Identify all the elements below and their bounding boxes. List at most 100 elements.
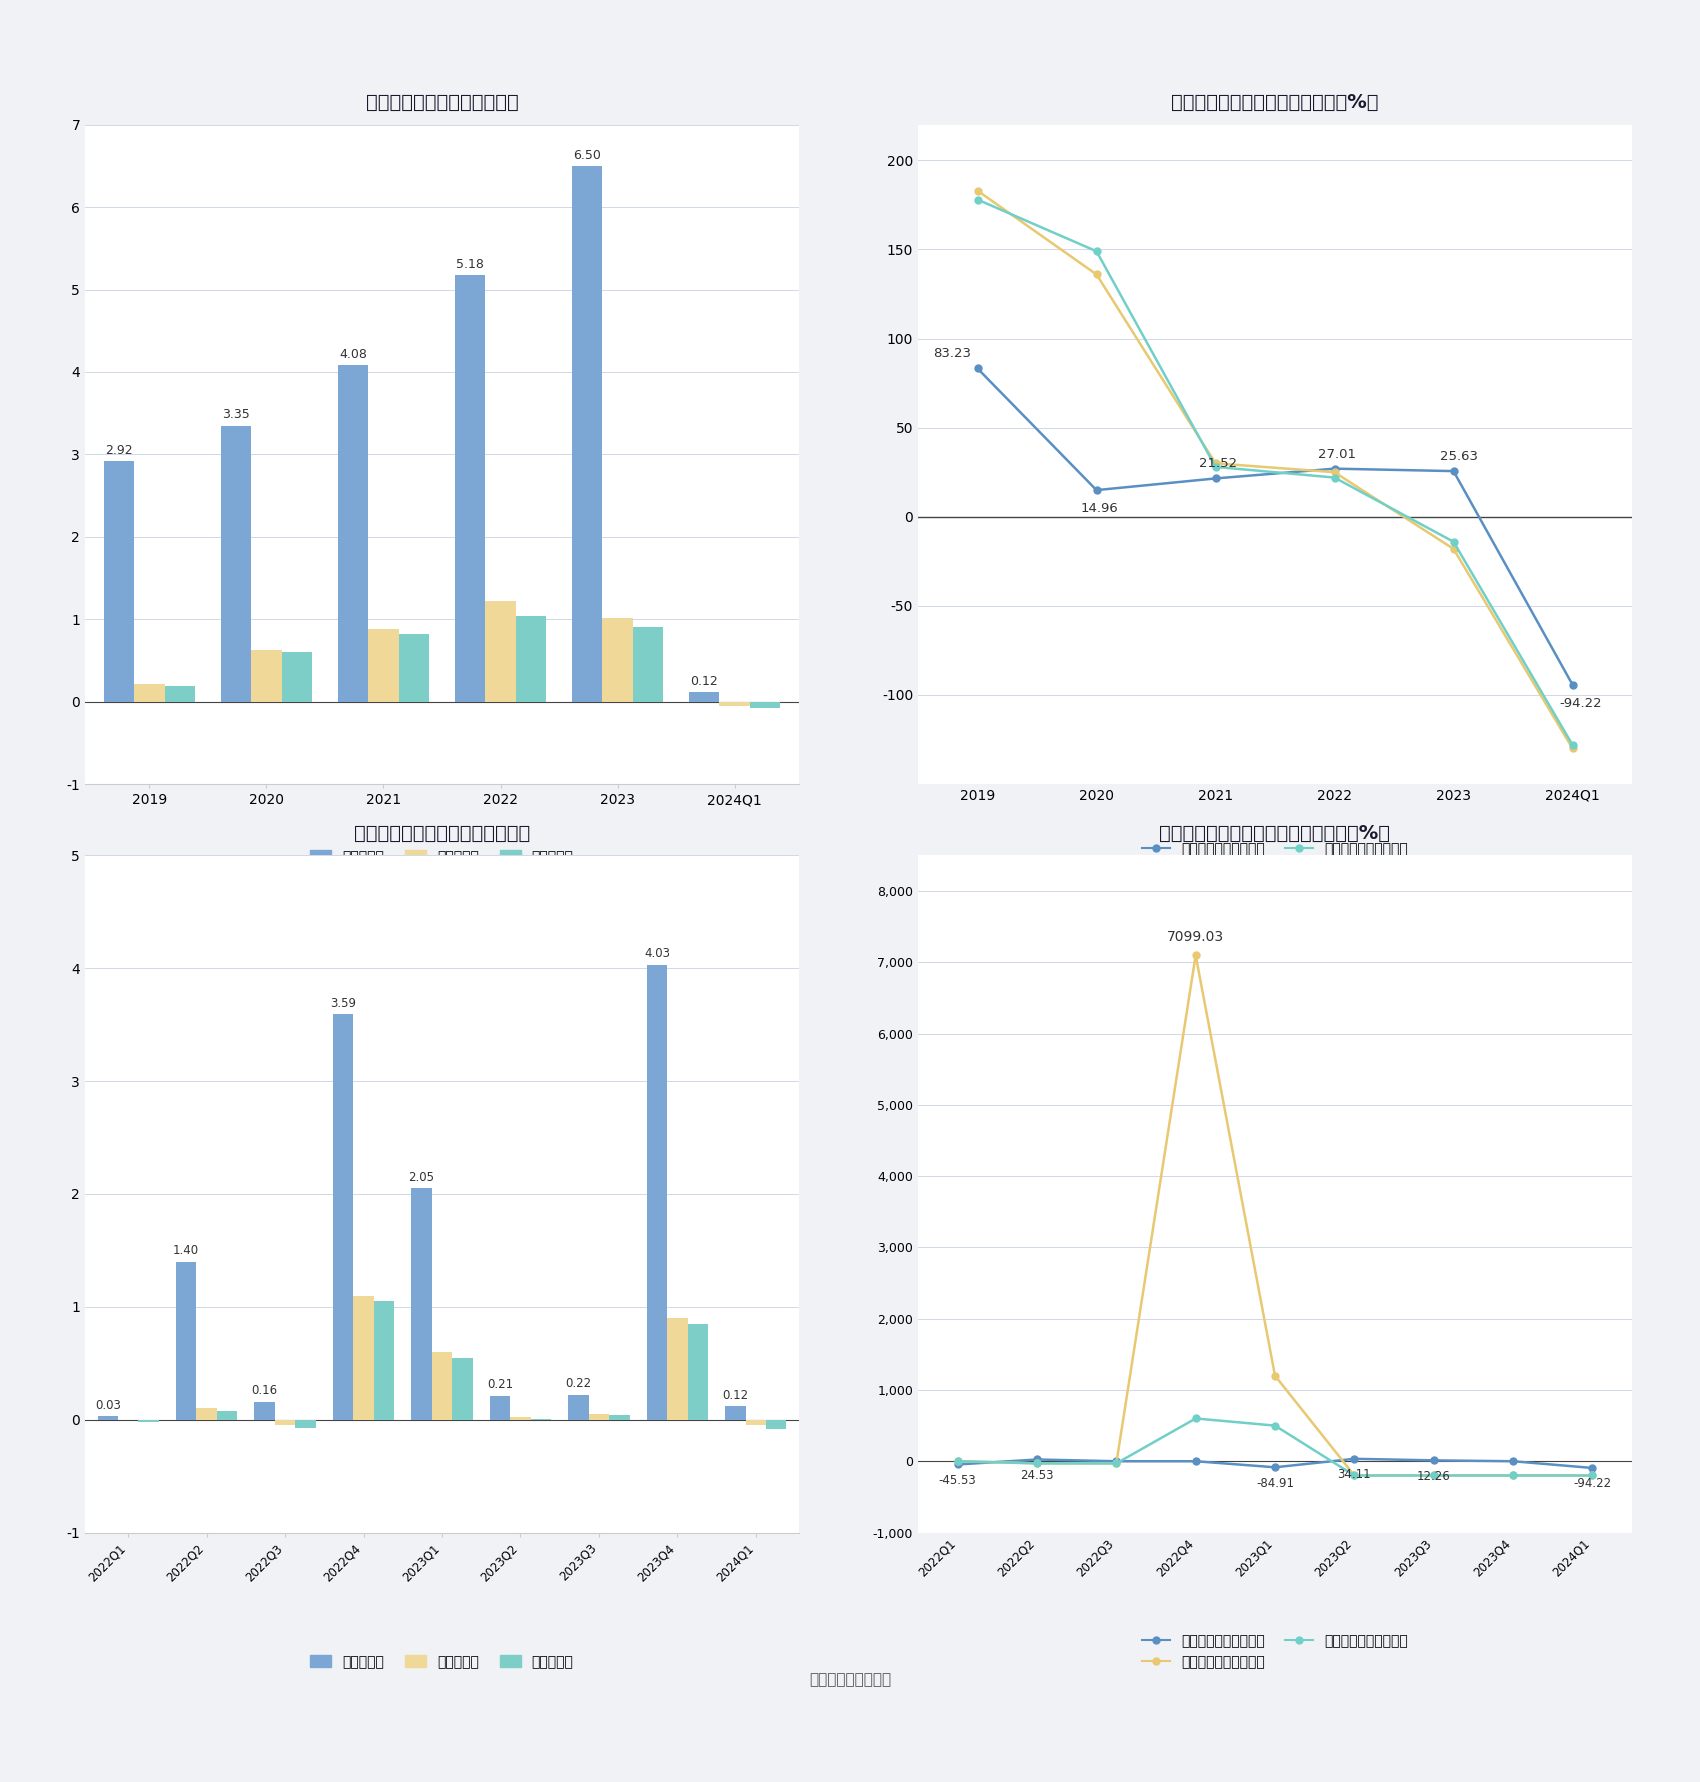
Bar [688, 691, 719, 702]
Bar [411, 1189, 432, 1420]
营业总收入同比增长率 [1086, 479, 1107, 501]
Bar [221, 426, 252, 702]
Text: 0.22: 0.22 [566, 1377, 592, 1390]
Bar [632, 627, 663, 702]
Text: 0.03: 0.03 [95, 1399, 121, 1411]
Bar [746, 1420, 767, 1426]
Bar [568, 1395, 588, 1420]
Bar [255, 1402, 275, 1420]
Title: 营收、净利同比增长率季度变动情况（%）: 营收、净利同比增长率季度变动情况（%） [1159, 823, 1391, 843]
营业总收入同比增长率 [1583, 1458, 1603, 1479]
营业总收入同比增长率 [1265, 1456, 1285, 1477]
扣非净利润同比增长率 [1205, 456, 1226, 478]
Text: 27.01: 27.01 [1318, 447, 1357, 460]
Text: 0.12: 0.12 [690, 675, 717, 688]
归母净利润同比增长率 [1345, 1465, 1365, 1486]
Text: -45.53: -45.53 [938, 1474, 976, 1486]
Text: 14.96: 14.96 [1081, 503, 1119, 515]
Bar [452, 1358, 473, 1420]
营业总收入同比增长率 [1562, 674, 1583, 695]
Text: 12.26: 12.26 [1416, 1470, 1450, 1483]
Bar [432, 1353, 452, 1420]
Line: 营业总收入同比增长率: 营业总收入同比增长率 [954, 1456, 1596, 1472]
营业总收入同比增长率 [1503, 1451, 1523, 1472]
扣非净利润同比增长率 [1345, 1465, 1365, 1486]
Bar [354, 1296, 374, 1420]
Bar [515, 617, 546, 702]
Bar [510, 1417, 530, 1420]
扣非净利润同比增长率 [1324, 467, 1345, 488]
Bar [218, 1411, 238, 1420]
Text: 5.18: 5.18 [456, 258, 484, 271]
归母净利润同比增长率 [1185, 944, 1205, 966]
Text: 1.40: 1.40 [173, 1244, 199, 1256]
Bar [588, 1415, 609, 1420]
Text: 4.08: 4.08 [338, 347, 367, 362]
Text: 3.35: 3.35 [223, 408, 250, 421]
Bar [97, 1417, 117, 1420]
Bar [400, 634, 428, 702]
扣非净利润同比增长率 [1583, 1465, 1603, 1486]
Bar [666, 1319, 687, 1420]
扣非净利润同比增长率 [1086, 241, 1107, 262]
Text: 4.03: 4.03 [644, 948, 670, 960]
Bar [275, 1420, 296, 1426]
归母净利润同比增长率 [1562, 738, 1583, 759]
Text: 0.16: 0.16 [252, 1385, 277, 1397]
Bar [719, 702, 750, 706]
Text: 25.63: 25.63 [1440, 451, 1477, 463]
Legend: 营业总收入同比增长率, 归母净利润同比增长率, 扣非净利润同比增长率: 营业总收入同比增长率, 归母净利润同比增长率, 扣非净利润同比增长率 [1136, 1629, 1414, 1675]
Legend: 营业总收入, 归母净利润, 扣非净利润: 营业总收入, 归母净利润, 扣非净利润 [304, 845, 580, 870]
营业总收入同比增长率 [1324, 458, 1345, 479]
Bar [177, 1262, 197, 1420]
扣非净利润同比增长率 [1107, 1452, 1127, 1474]
Text: -84.91: -84.91 [1256, 1477, 1294, 1490]
归母净利润同比增长率 [1027, 1452, 1047, 1474]
Line: 营业总收入同比增长率: 营业总收入同比增长率 [974, 365, 1576, 688]
Legend: 营业总收入, 归母净利润, 扣非净利润: 营业总收入, 归母净利润, 扣非净利润 [304, 1650, 580, 1675]
归母净利润同比增长率 [1107, 1452, 1127, 1474]
Text: 34.11: 34.11 [1338, 1468, 1372, 1481]
Bar [338, 365, 369, 702]
营业总收入同比增长率 [947, 1454, 967, 1475]
扣非净利润同比增长率 [967, 189, 988, 210]
Bar [138, 1420, 158, 1422]
扣非净利润同比增长率 [1185, 1408, 1205, 1429]
营业总收入同比增长率 [1205, 467, 1226, 488]
营业总收入同比增长率 [1423, 1451, 1443, 1472]
Legend: 营业总收入同比增长率, 归母净利润同比增长率, 扣非净利润同比增长率: 营业总收入同比增长率, 归母净利润同比增长率, 扣非净利润同比增长率 [1136, 836, 1414, 882]
Bar [369, 629, 399, 702]
Line: 扣非净利润同比增长率: 扣非净利润同比增长率 [954, 1415, 1596, 1479]
Text: 83.23: 83.23 [933, 347, 971, 360]
Text: -94.22: -94.22 [1559, 697, 1601, 709]
营业总收入同比增长率 [1107, 1451, 1127, 1472]
营业总收入同比增长率 [1443, 460, 1464, 481]
Bar [767, 1420, 787, 1429]
Bar [333, 1014, 354, 1420]
归母净利润同比增长率 [1423, 1465, 1443, 1486]
Text: 6.50: 6.50 [573, 150, 602, 162]
Text: 2.05: 2.05 [408, 1171, 435, 1183]
扣非净利润同比增长率 [1027, 1452, 1047, 1474]
Text: 2.92: 2.92 [105, 444, 133, 456]
Text: 0.21: 0.21 [486, 1379, 513, 1392]
Text: 0.12: 0.12 [722, 1388, 748, 1402]
归母净利润同比增长率 [1205, 453, 1226, 474]
Text: 21.52: 21.52 [1198, 458, 1238, 470]
Bar [456, 274, 484, 702]
Line: 归母净利润同比增长率: 归母净利润同比增长率 [974, 187, 1576, 752]
Line: 归母净利润同比增长率: 归母净利润同比增长率 [954, 952, 1596, 1479]
归母净利润同比增长率 [1503, 1465, 1523, 1486]
Text: -94.22: -94.22 [1572, 1477, 1612, 1490]
Bar [374, 1301, 394, 1420]
营业总收入同比增长率 [967, 358, 988, 380]
归母净利润同比增长率 [947, 1451, 967, 1472]
Title: 营收、净利季度变动情况（亿元）: 营收、净利季度变动情况（亿元） [354, 823, 530, 843]
Bar [296, 1420, 316, 1427]
Bar [197, 1408, 218, 1420]
营业总收入同比增长率 [1185, 1451, 1205, 1472]
Bar [484, 601, 515, 702]
扣非净利润同比增长率 [1423, 1465, 1443, 1486]
归母净利润同比增长率 [1086, 264, 1107, 285]
扣非净利润同比增长率 [1265, 1415, 1285, 1436]
